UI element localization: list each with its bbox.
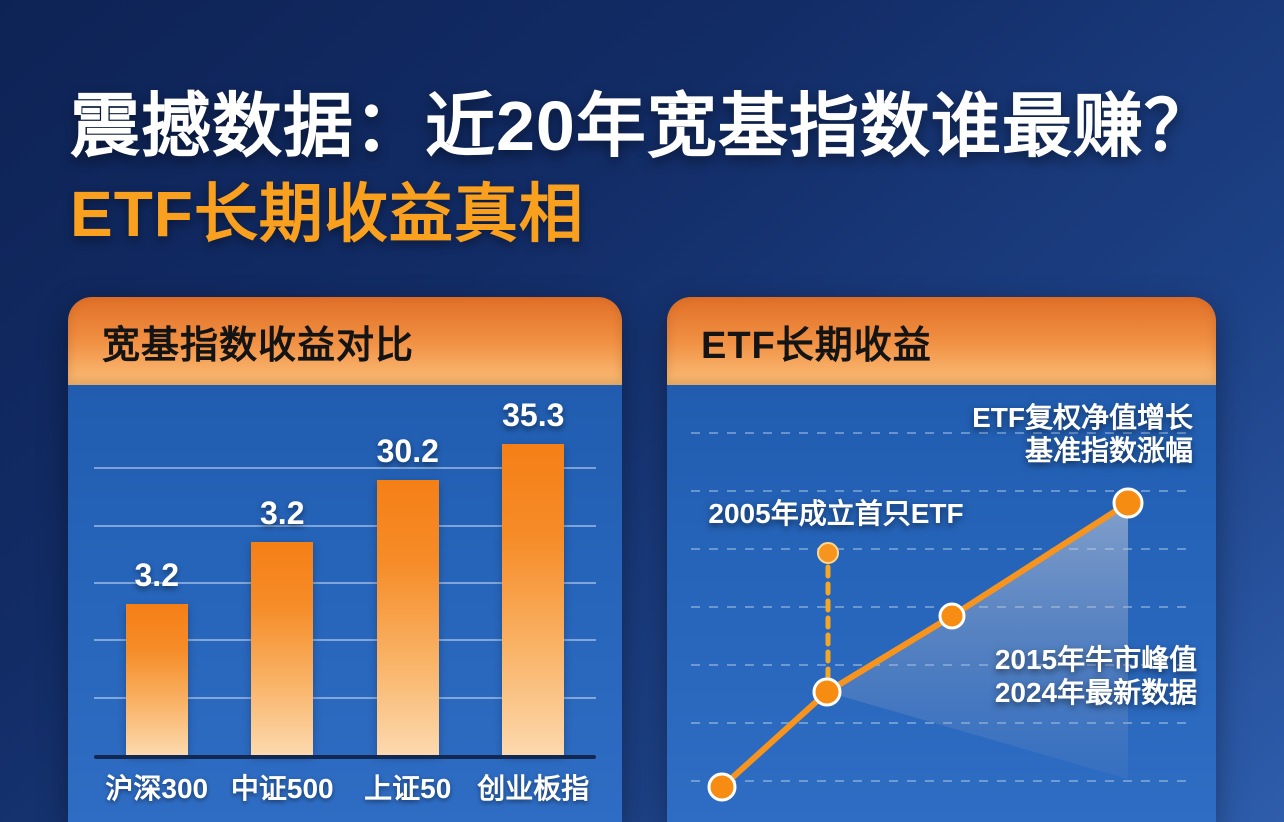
data-point-marker	[1112, 487, 1144, 519]
annotation-first-etf: 2005年成立首只ETF	[676, 497, 996, 530]
page-title: 震撼数据：近20年宽基指数谁最赚？	[70, 87, 1215, 165]
gridline	[94, 582, 596, 584]
floating-marker	[817, 542, 839, 564]
x-axis-label: 中证500	[230, 773, 334, 804]
gridline	[94, 697, 596, 699]
bar-chart-title: 宽基指数收益对比	[102, 324, 415, 367]
annotation-milestones-line1: 2015年牛市峰值	[994, 644, 1198, 675]
annotation-etf-growth-line2: 基准指数涨幅	[1024, 435, 1193, 466]
annotation-etf-growth: ETF复权净值增长 基准指数涨幅	[972, 401, 1193, 467]
bar-value-label: 3.2	[134, 557, 179, 593]
page-subtitle: ETF长期收益真相	[70, 178, 584, 250]
bar-chart: 3.2 3.2 30.2 35.3 沪深300 中证500 上证50 创业板指	[68, 385, 622, 822]
bar-chart-panel: 宽基指数收益对比 3.2 3.2 30.2 35.3 沪深300 中证500 上证50 创业…	[68, 297, 622, 822]
bar	[376, 480, 439, 755]
annotation-milestones: 2015年牛市峰值 2024年最新数据	[976, 643, 1216, 709]
annotation-etf-growth-line1: ETF复权净值增长	[972, 402, 1193, 433]
bar-value-label: 30.2	[376, 433, 439, 469]
gridline	[94, 467, 596, 469]
annotation-first-etf-line1: 2005年成立首只ETF	[708, 498, 964, 529]
bar-value-label: 3.2	[260, 495, 305, 531]
bar	[125, 604, 188, 755]
line-chart-panel-header: ETF长期收益	[667, 297, 1216, 385]
line-chart-panel: ETF长期收益 ETF复权净值增长 基准指数涨幅 2005年成立首只ETF 20…	[667, 297, 1216, 822]
x-axis-labels: 沪深300 中证500 上证50 创业板指	[94, 767, 596, 807]
bar-column: 3.2	[220, 385, 346, 755]
annotation-milestones-line2: 2024年最新数据	[994, 677, 1198, 708]
gridline	[94, 639, 596, 641]
line-chart-title: ETF长期收益	[701, 324, 932, 367]
bar-column: 30.2	[345, 385, 471, 755]
line-chart-svg	[691, 432, 1192, 802]
data-point-marker	[938, 602, 966, 630]
x-axis-label: 上证50	[364, 773, 452, 804]
bar	[251, 542, 314, 755]
bar-column: 35.3	[471, 385, 597, 755]
bar-value-label: 35.3	[502, 397, 565, 433]
area-fill	[827, 503, 1128, 779]
gridline	[94, 525, 596, 527]
bar-chart-bars: 3.2 3.2 30.2 35.3	[94, 385, 596, 755]
line-chart: ETF复权净值增长 基准指数涨幅 2005年成立首只ETF 2015年牛市峰值 …	[667, 385, 1216, 822]
data-point-marker	[707, 772, 737, 802]
x-axis-label: 沪深300	[105, 773, 209, 804]
bar-chart-panel-header: 宽基指数收益对比	[68, 297, 622, 385]
bar-column: 3.2	[94, 385, 220, 755]
trend-line	[719, 500, 1131, 790]
x-axis-line	[94, 755, 596, 759]
x-axis-label: 创业板指	[477, 773, 590, 804]
data-point-marker	[812, 677, 842, 707]
bar	[502, 444, 565, 755]
